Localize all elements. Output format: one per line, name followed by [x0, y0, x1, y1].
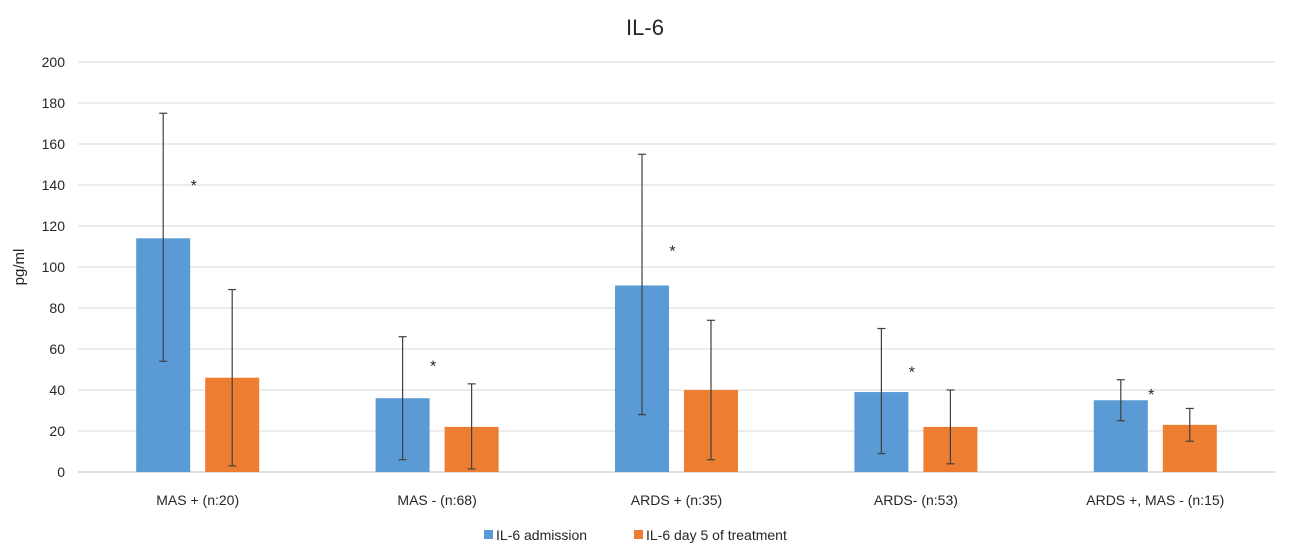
y-tick-label: 200: [42, 54, 66, 70]
y-axis-ticks: 0 20 40 60 80 100 120 140 160 180 200: [42, 54, 66, 480]
significance-star: *: [669, 244, 675, 261]
y-tick-label: 20: [49, 423, 65, 439]
error-bars: [159, 112, 1194, 470]
gridlines: [78, 61, 1275, 473]
legend-label: IL-6 admission: [496, 527, 587, 543]
y-tick-label: 140: [42, 177, 66, 193]
y-tick-label: 180: [42, 95, 66, 111]
x-axis-categories: MAS + (n:20) MAS - (n:68) ARDS + (n:35) ARD…: [156, 492, 1224, 508]
y-tick-label: 120: [42, 218, 66, 234]
category-label: MAS - (n:68): [397, 492, 476, 508]
category-label: MAS + (n:20): [156, 492, 239, 508]
legend-label: IL-6 day 5 of treatment: [646, 527, 787, 543]
significance-star: *: [430, 358, 436, 375]
y-tick-label: 100: [42, 259, 66, 275]
y-tick-label: 80: [49, 300, 65, 316]
y-tick-label: 40: [49, 382, 65, 398]
significance-star: *: [191, 178, 197, 195]
category-label: ARDS + (n:35): [631, 492, 722, 508]
category-label: ARDS- (n:53): [874, 492, 958, 508]
significance-star: *: [909, 364, 915, 381]
bars: [136, 238, 1217, 472]
y-axis-label: pg/ml: [11, 249, 28, 286]
chart-title: IL-6: [626, 15, 664, 40]
y-tick-label: 0: [57, 464, 65, 480]
significance-markers: * * * * *: [191, 178, 1155, 404]
significance-star: *: [1148, 387, 1154, 404]
legend: IL-6 admission IL-6 day 5 of treatment: [484, 527, 787, 543]
category-label: ARDS +, MAS - (n:15): [1086, 492, 1224, 508]
legend-swatch: [634, 530, 643, 539]
legend-swatch: [484, 530, 493, 539]
y-tick-label: 160: [42, 136, 66, 152]
y-tick-label: 60: [49, 341, 65, 357]
